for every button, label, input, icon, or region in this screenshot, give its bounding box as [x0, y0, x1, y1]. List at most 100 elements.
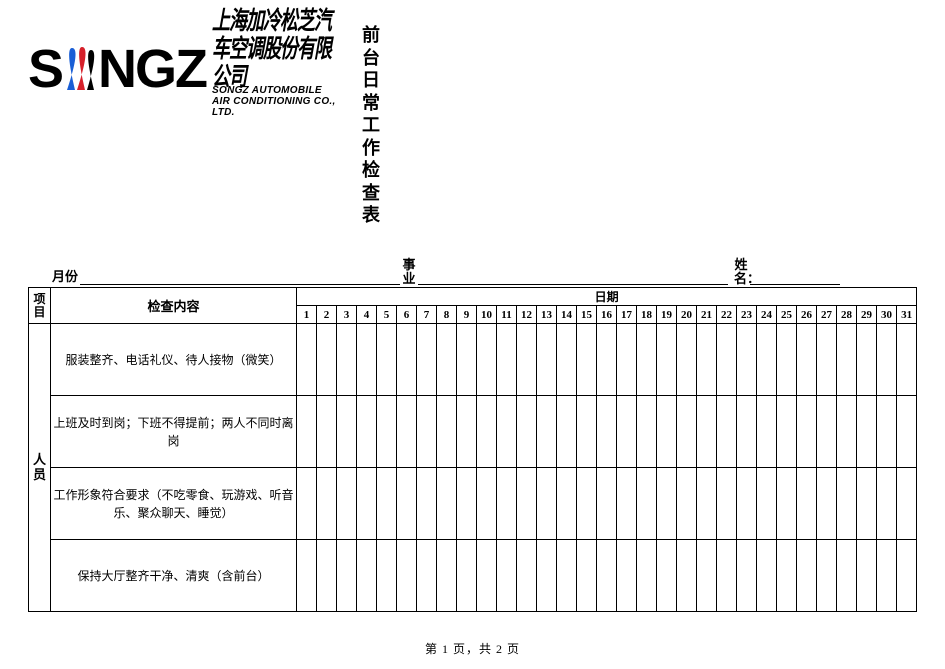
- day-cell[interactable]: [477, 396, 497, 468]
- day-cell[interactable]: [817, 396, 837, 468]
- day-cell[interactable]: [597, 396, 617, 468]
- day-cell[interactable]: [377, 324, 397, 396]
- day-cell[interactable]: [497, 396, 517, 468]
- day-cell[interactable]: [317, 396, 337, 468]
- day-cell[interactable]: [617, 396, 637, 468]
- day-cell[interactable]: [317, 324, 337, 396]
- day-cell[interactable]: [537, 324, 557, 396]
- day-cell[interactable]: [857, 396, 877, 468]
- day-cell[interactable]: [857, 468, 877, 540]
- day-cell[interactable]: [477, 468, 497, 540]
- day-cell[interactable]: [637, 324, 657, 396]
- day-cell[interactable]: [337, 540, 357, 612]
- day-cell[interactable]: [617, 324, 637, 396]
- day-cell[interactable]: [897, 396, 917, 468]
- day-cell[interactable]: [417, 396, 437, 468]
- day-cell[interactable]: [517, 324, 537, 396]
- day-cell[interactable]: [517, 396, 537, 468]
- day-cell[interactable]: [357, 468, 377, 540]
- day-cell[interactable]: [717, 468, 737, 540]
- day-cell[interactable]: [337, 324, 357, 396]
- day-cell[interactable]: [877, 468, 897, 540]
- day-cell[interactable]: [517, 540, 537, 612]
- day-cell[interactable]: [337, 396, 357, 468]
- day-cell[interactable]: [457, 396, 477, 468]
- day-cell[interactable]: [497, 468, 517, 540]
- day-cell[interactable]: [697, 324, 717, 396]
- day-cell[interactable]: [537, 468, 557, 540]
- day-cell[interactable]: [557, 468, 577, 540]
- day-cell[interactable]: [677, 540, 697, 612]
- day-cell[interactable]: [717, 540, 737, 612]
- day-cell[interactable]: [657, 324, 677, 396]
- day-cell[interactable]: [517, 468, 537, 540]
- day-cell[interactable]: [637, 468, 657, 540]
- day-cell[interactable]: [497, 324, 517, 396]
- day-cell[interactable]: [617, 540, 637, 612]
- day-cell[interactable]: [797, 468, 817, 540]
- day-cell[interactable]: [437, 540, 457, 612]
- day-cell[interactable]: [357, 396, 377, 468]
- day-cell[interactable]: [837, 396, 857, 468]
- day-cell[interactable]: [577, 540, 597, 612]
- day-cell[interactable]: [297, 468, 317, 540]
- day-cell[interactable]: [417, 468, 437, 540]
- day-cell[interactable]: [597, 468, 617, 540]
- day-cell[interactable]: [357, 324, 377, 396]
- day-cell[interactable]: [757, 396, 777, 468]
- day-cell[interactable]: [357, 540, 377, 612]
- day-cell[interactable]: [777, 468, 797, 540]
- day-cell[interactable]: [657, 540, 677, 612]
- day-cell[interactable]: [317, 540, 337, 612]
- day-cell[interactable]: [457, 540, 477, 612]
- day-cell[interactable]: [817, 324, 837, 396]
- day-cell[interactable]: [377, 540, 397, 612]
- day-cell[interactable]: [837, 324, 857, 396]
- day-cell[interactable]: [337, 468, 357, 540]
- day-cell[interactable]: [737, 540, 757, 612]
- day-cell[interactable]: [297, 540, 317, 612]
- day-cell[interactable]: [817, 540, 837, 612]
- day-cell[interactable]: [897, 324, 917, 396]
- day-cell[interactable]: [897, 540, 917, 612]
- day-cell[interactable]: [637, 396, 657, 468]
- day-cell[interactable]: [857, 324, 877, 396]
- day-cell[interactable]: [717, 396, 737, 468]
- day-cell[interactable]: [797, 324, 817, 396]
- day-cell[interactable]: [537, 540, 557, 612]
- day-cell[interactable]: [677, 468, 697, 540]
- day-cell[interactable]: [397, 468, 417, 540]
- day-cell[interactable]: [877, 324, 897, 396]
- day-cell[interactable]: [737, 396, 757, 468]
- day-cell[interactable]: [297, 324, 317, 396]
- day-cell[interactable]: [797, 396, 817, 468]
- day-cell[interactable]: [557, 396, 577, 468]
- day-cell[interactable]: [477, 324, 497, 396]
- day-cell[interactable]: [377, 468, 397, 540]
- day-cell[interactable]: [857, 540, 877, 612]
- day-cell[interactable]: [377, 396, 397, 468]
- day-cell[interactable]: [877, 540, 897, 612]
- day-cell[interactable]: [497, 540, 517, 612]
- day-cell[interactable]: [437, 396, 457, 468]
- day-cell[interactable]: [637, 540, 657, 612]
- day-cell[interactable]: [417, 540, 437, 612]
- day-cell[interactable]: [577, 396, 597, 468]
- day-cell[interactable]: [677, 324, 697, 396]
- day-cell[interactable]: [777, 324, 797, 396]
- day-cell[interactable]: [737, 468, 757, 540]
- input-business[interactable]: [418, 269, 728, 285]
- day-cell[interactable]: [657, 396, 677, 468]
- day-cell[interactable]: [677, 396, 697, 468]
- day-cell[interactable]: [417, 324, 437, 396]
- day-cell[interactable]: [697, 540, 717, 612]
- day-cell[interactable]: [577, 468, 597, 540]
- day-cell[interactable]: [597, 324, 617, 396]
- day-cell[interactable]: [657, 468, 677, 540]
- day-cell[interactable]: [397, 324, 417, 396]
- day-cell[interactable]: [297, 396, 317, 468]
- day-cell[interactable]: [597, 540, 617, 612]
- day-cell[interactable]: [717, 324, 737, 396]
- day-cell[interactable]: [537, 396, 557, 468]
- day-cell[interactable]: [797, 540, 817, 612]
